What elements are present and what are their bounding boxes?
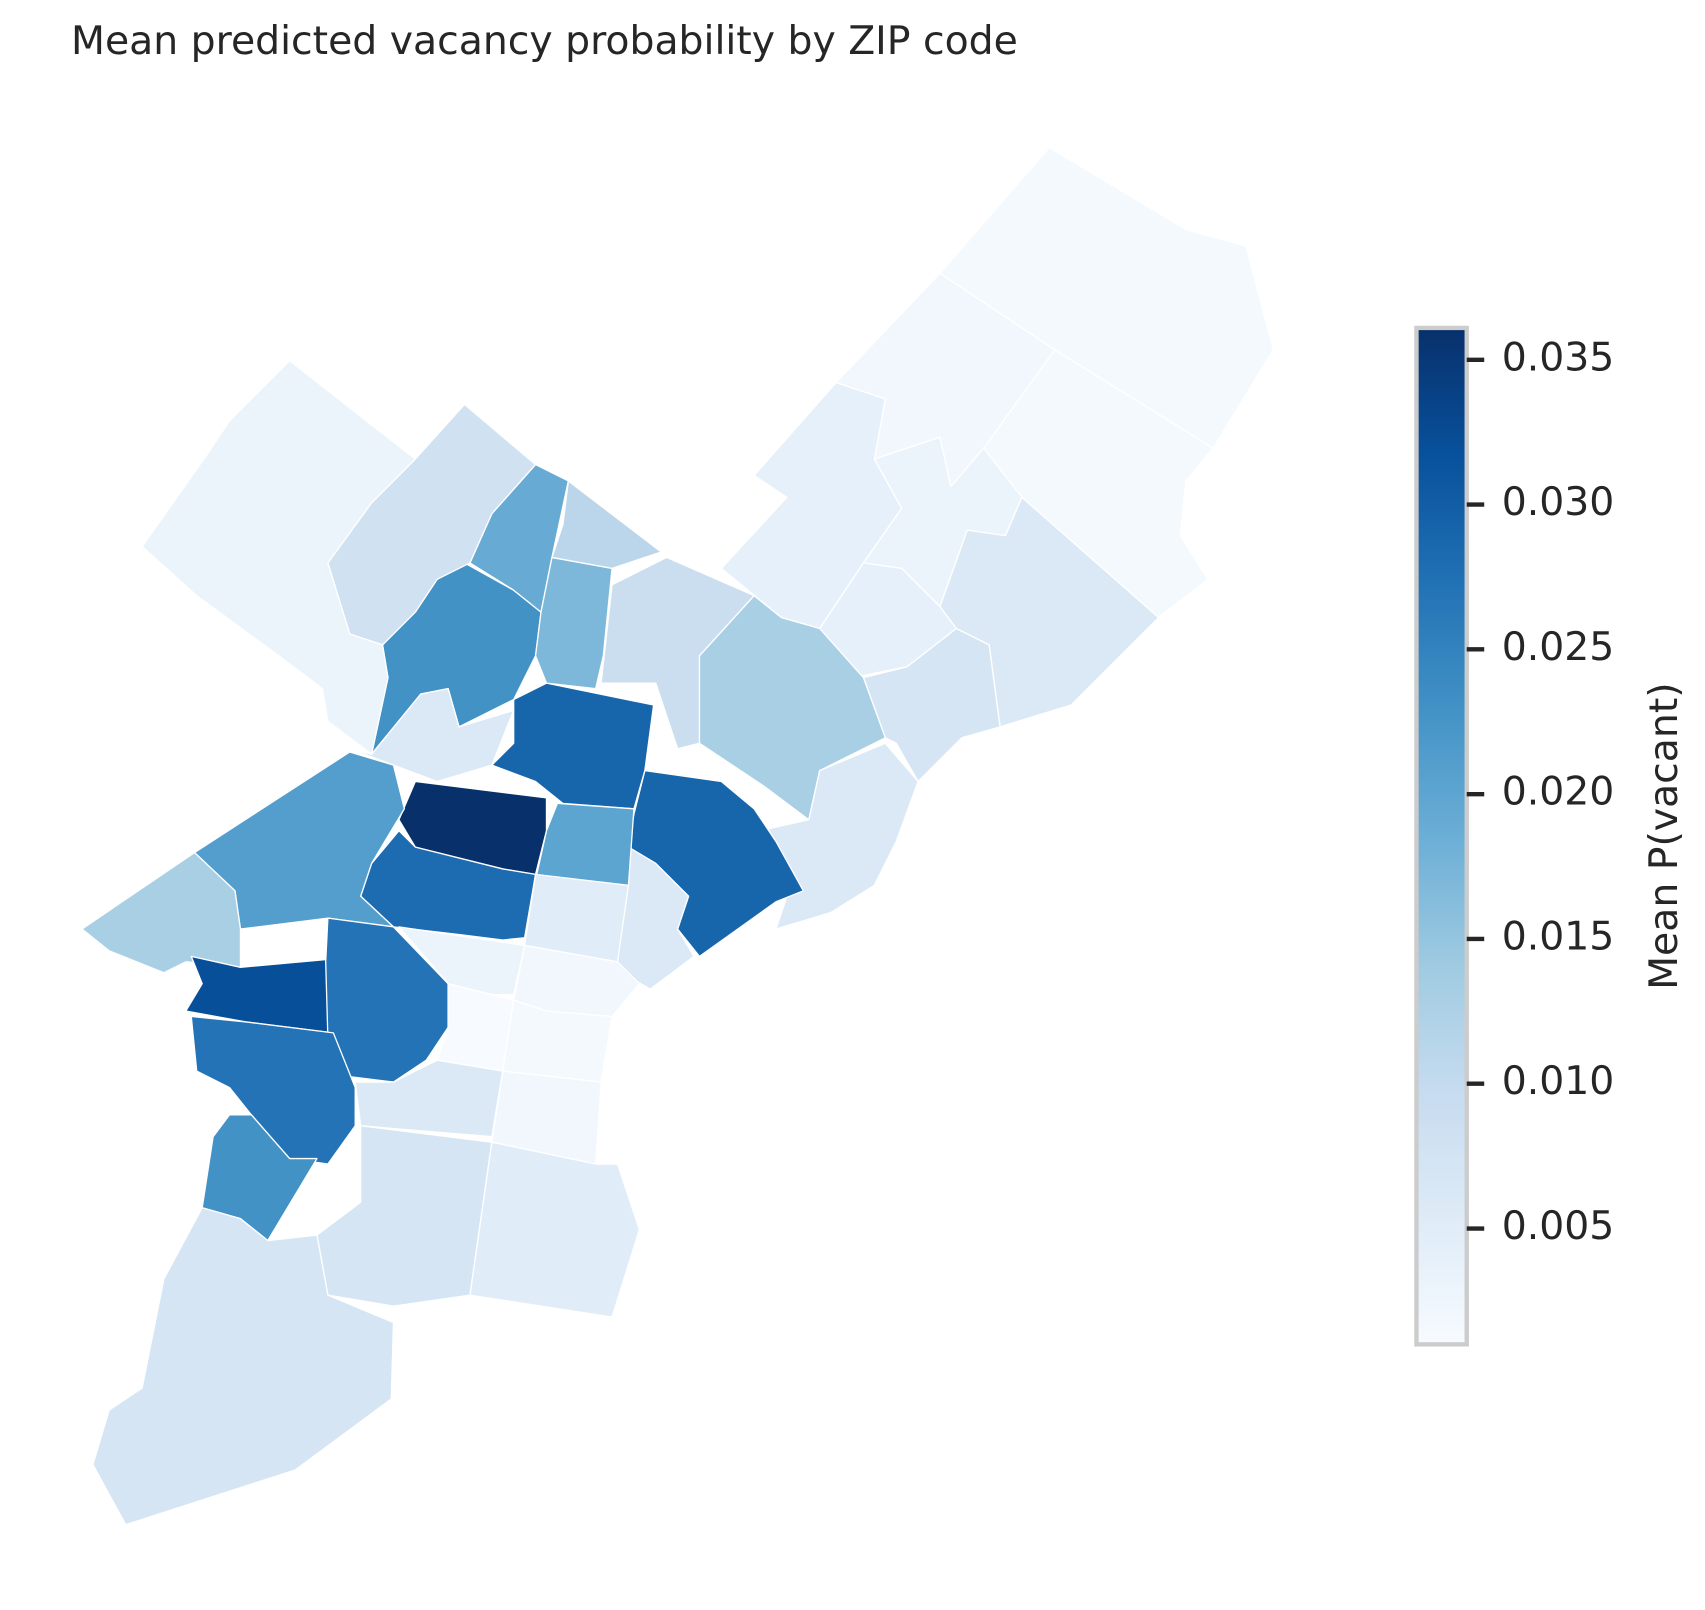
- region: [398, 926, 526, 996]
- colorbar-fill: [1414, 325, 1469, 1347]
- map: [81, 146, 1274, 1526]
- chart-title: Mean predicted vacancy probability by ZI…: [71, 18, 1018, 64]
- region: [502, 999, 613, 1083]
- region: [534, 556, 613, 690]
- colorbar-tick-label: 0.010: [1502, 1058, 1615, 1104]
- region: [141, 360, 416, 755]
- colorbar: 0.005 0.010 0.015 0.020 0.025 0.030 0.035: [1414, 325, 1615, 1347]
- region: [469, 1141, 641, 1318]
- region: [534, 802, 635, 886]
- region: [81, 851, 242, 974]
- colorbar-tick-label: 0.020: [1502, 769, 1615, 815]
- region: [190, 1015, 356, 1165]
- colorbar-tick-label: 0.030: [1502, 479, 1615, 525]
- region: [349, 687, 515, 783]
- region: [92, 1207, 395, 1526]
- region: [491, 682, 655, 810]
- colorbar-tick-label: 0.015: [1502, 913, 1615, 959]
- region: [316, 1125, 493, 1307]
- colorbar-label: Mean P(vacant): [1641, 682, 1687, 990]
- colorbar-tick-label: 0.025: [1502, 624, 1615, 670]
- region: [600, 556, 755, 750]
- region: [436, 983, 515, 1072]
- region: [551, 480, 662, 570]
- region: [862, 627, 1001, 783]
- colorbar-tick-label: 0.005: [1502, 1203, 1615, 1249]
- region: [325, 917, 449, 1083]
- colorbar-tick-label: 0.035: [1502, 334, 1615, 380]
